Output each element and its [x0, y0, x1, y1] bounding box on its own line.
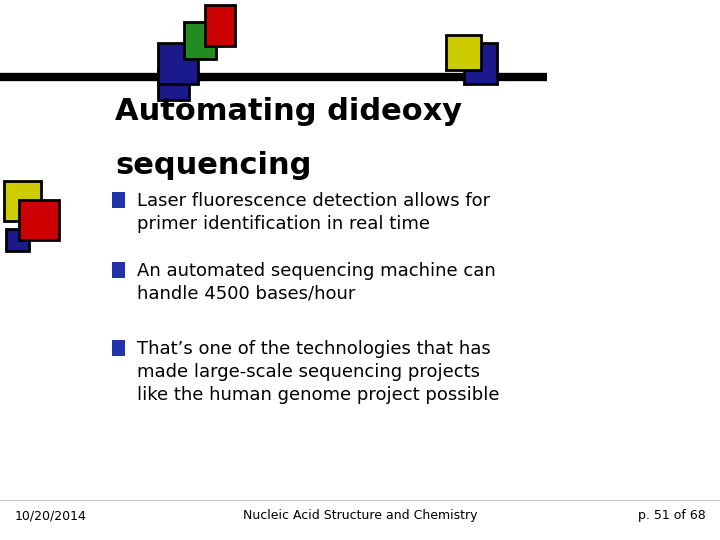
Bar [158, 69, 189, 100]
Text: p. 51 of 68: p. 51 of 68 [638, 509, 706, 522]
Bar [4, 181, 41, 221]
Bar [158, 43, 198, 84]
Bar [112, 340, 125, 356]
Text: That’s one of the technologies that has
made large-scale sequencing projects
lik: That’s one of the technologies that has … [137, 340, 499, 404]
Bar [446, 35, 481, 70]
Bar [112, 262, 125, 278]
Text: An automated sequencing machine can
handle 4500 bases/hour: An automated sequencing machine can hand… [137, 262, 495, 303]
Bar [464, 43, 497, 84]
Bar [6, 230, 29, 251]
Bar [19, 200, 59, 240]
Bar [112, 192, 125, 208]
Text: Automating dideoxy: Automating dideoxy [115, 97, 462, 126]
Text: sequencing: sequencing [115, 151, 312, 180]
Text: Nucleic Acid Structure and Chemistry: Nucleic Acid Structure and Chemistry [243, 509, 477, 522]
Bar [205, 5, 235, 46]
Bar [184, 22, 216, 59]
Text: 10/20/2014: 10/20/2014 [14, 509, 86, 522]
Text: Laser fluorescence detection allows for
primer identification in real time: Laser fluorescence detection allows for … [137, 192, 490, 233]
